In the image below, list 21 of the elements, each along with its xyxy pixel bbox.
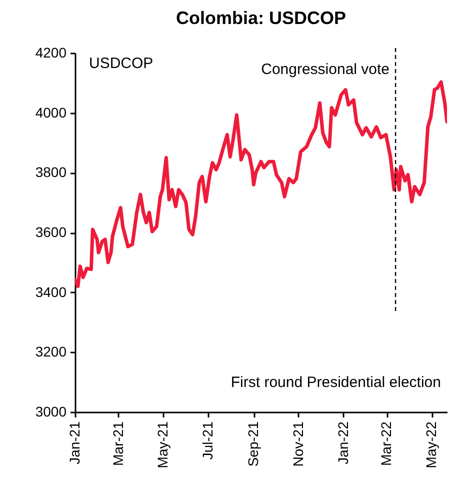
x-tick-label: Nov-21 bbox=[290, 421, 306, 467]
y-tick-label: 3000 bbox=[35, 404, 67, 420]
x-tick-label: Jan-21 bbox=[66, 421, 82, 464]
annotation: USDCOP bbox=[89, 55, 154, 72]
chart-title: Colombia: USDCOP bbox=[176, 8, 346, 28]
ref-line-label: Congressional vote bbox=[261, 61, 390, 78]
line-series bbox=[75, 80, 447, 288]
x-tick-label: May-21 bbox=[154, 421, 171, 468]
x-tick-label: Mar-22 bbox=[378, 421, 394, 466]
x-tick-label: Mar-21 bbox=[110, 421, 126, 466]
x-tick-label: Jan-22 bbox=[334, 421, 351, 464]
y-tick-label: 3800 bbox=[35, 164, 67, 180]
annotation: First round Presidential election bbox=[230, 374, 441, 391]
y-tick-label: 4200 bbox=[35, 44, 67, 60]
y-tick-label: 4000 bbox=[35, 104, 67, 120]
x-tick-label: Sep-21 bbox=[245, 421, 262, 467]
y-tick-label: 3600 bbox=[35, 224, 67, 240]
x-tick-label: Jul-21 bbox=[200, 421, 216, 460]
y-tick-label: 3400 bbox=[35, 284, 67, 300]
x-tick-label: May-22 bbox=[423, 421, 440, 468]
y-tick-label: 3200 bbox=[35, 344, 67, 360]
